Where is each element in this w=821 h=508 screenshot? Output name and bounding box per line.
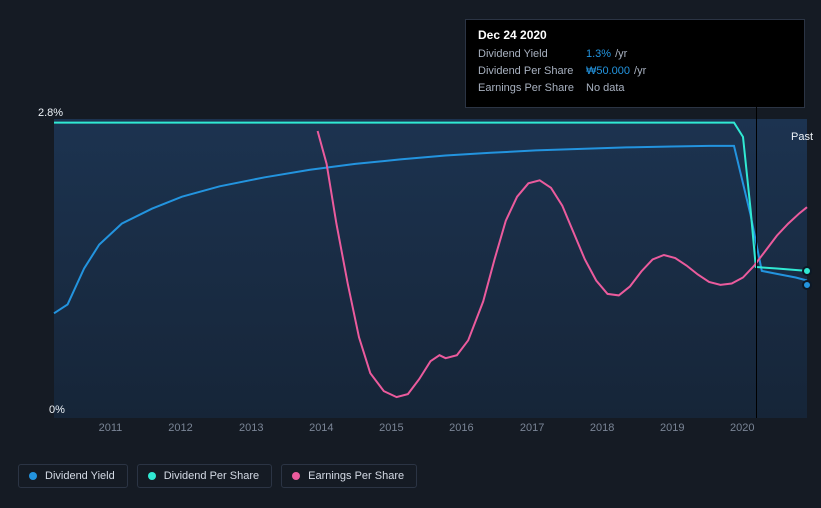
tooltip-value: No data	[586, 80, 625, 97]
tooltip-label: Dividend Yield	[478, 46, 586, 63]
x-axis-tick: 2011	[99, 422, 123, 434]
dividend-per-share-line	[54, 123, 807, 271]
tooltip-label: Dividend Per Share	[478, 63, 586, 80]
legend-dot-icon	[292, 472, 300, 480]
x-axis-tick: 2020	[730, 422, 754, 434]
dividend-per-share-end-marker	[802, 266, 812, 276]
legend-item-dividend-per-share[interactable]: Dividend Per Share	[137, 464, 272, 488]
x-axis-tick: 2017	[520, 422, 544, 434]
x-axis-tick: 2016	[449, 422, 473, 434]
x-axis-tick: 2013	[239, 422, 263, 434]
x-axis-tick: 2012	[168, 422, 192, 434]
x-axis-tick: 2014	[309, 422, 333, 434]
chart-lines-svg	[54, 119, 807, 418]
tooltip-date: Dec 24 2020	[478, 28, 792, 42]
chart-legend: Dividend Yield Dividend Per Share Earnin…	[18, 464, 417, 488]
tooltip-row-dividend-yield: Dividend Yield 1.3% /yr	[478, 46, 792, 63]
legend-label: Dividend Yield	[45, 470, 115, 482]
legend-dot-icon	[148, 472, 156, 480]
tooltip-label: Earnings Per Share	[478, 80, 586, 97]
tooltip-value: ₩50.000	[586, 63, 630, 80]
x-axis-tick: 2015	[379, 422, 403, 434]
tooltip-row-earnings-per-share: Earnings Per Share No data	[478, 80, 792, 97]
x-axis: 2011 2012 2013 2014 2015 2016 2017 2018 2019 2020	[54, 418, 807, 438]
y-axis-max-label: 2.8%	[38, 107, 63, 119]
legend-label: Dividend Per Share	[164, 470, 259, 482]
earnings-per-share-line	[318, 131, 807, 397]
tooltip-crosshair-line	[756, 95, 757, 418]
tooltip-value: 1.3%	[586, 46, 611, 63]
tooltip-unit: /yr	[634, 63, 646, 80]
chart-tooltip: Dec 24 2020 Dividend Yield 1.3% /yr Divi…	[465, 19, 805, 108]
tooltip-row-dividend-per-share: Dividend Per Share ₩50.000 /yr	[478, 63, 792, 80]
legend-item-dividend-yield[interactable]: Dividend Yield	[18, 464, 128, 488]
dividend-yield-end-marker	[802, 280, 812, 290]
legend-label: Earnings Per Share	[308, 470, 404, 482]
x-axis-tick: 2019	[660, 422, 684, 434]
dividend-yield-line	[54, 146, 807, 313]
x-axis-tick: 2018	[590, 422, 614, 434]
legend-item-earnings-per-share[interactable]: Earnings Per Share	[281, 464, 417, 488]
tooltip-unit: /yr	[615, 46, 627, 63]
legend-dot-icon	[29, 472, 37, 480]
